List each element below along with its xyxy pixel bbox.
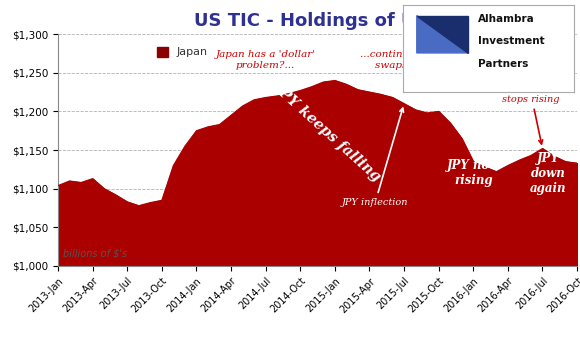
- Text: JPY keeps falling: JPY keeps falling: [271, 80, 384, 183]
- Text: JPY now
rising: JPY now rising: [447, 159, 500, 187]
- Text: ...continuing negative basis
swaps say, yes it does: ...continuing negative basis swaps say, …: [360, 50, 504, 70]
- Text: billions of $'s: billions of $'s: [63, 249, 128, 259]
- Text: JPY inflection: JPY inflection: [342, 108, 408, 207]
- Text: Investment: Investment: [478, 36, 545, 46]
- Legend: Japan: Japan: [157, 47, 208, 57]
- Polygon shape: [417, 16, 468, 53]
- Polygon shape: [417, 16, 468, 53]
- Title: US TIC - Holdings of UST: US TIC - Holdings of UST: [194, 12, 441, 30]
- Text: JPY inflection =
stops rising: JPY inflection = stops rising: [492, 84, 570, 144]
- Text: JPY
down
again: JPY down again: [530, 152, 567, 195]
- Text: Alhambra: Alhambra: [478, 14, 535, 24]
- Text: Partners: Partners: [478, 59, 529, 69]
- Text: Japan has a 'dollar'
problem?...: Japan has a 'dollar' problem?...: [216, 50, 316, 70]
